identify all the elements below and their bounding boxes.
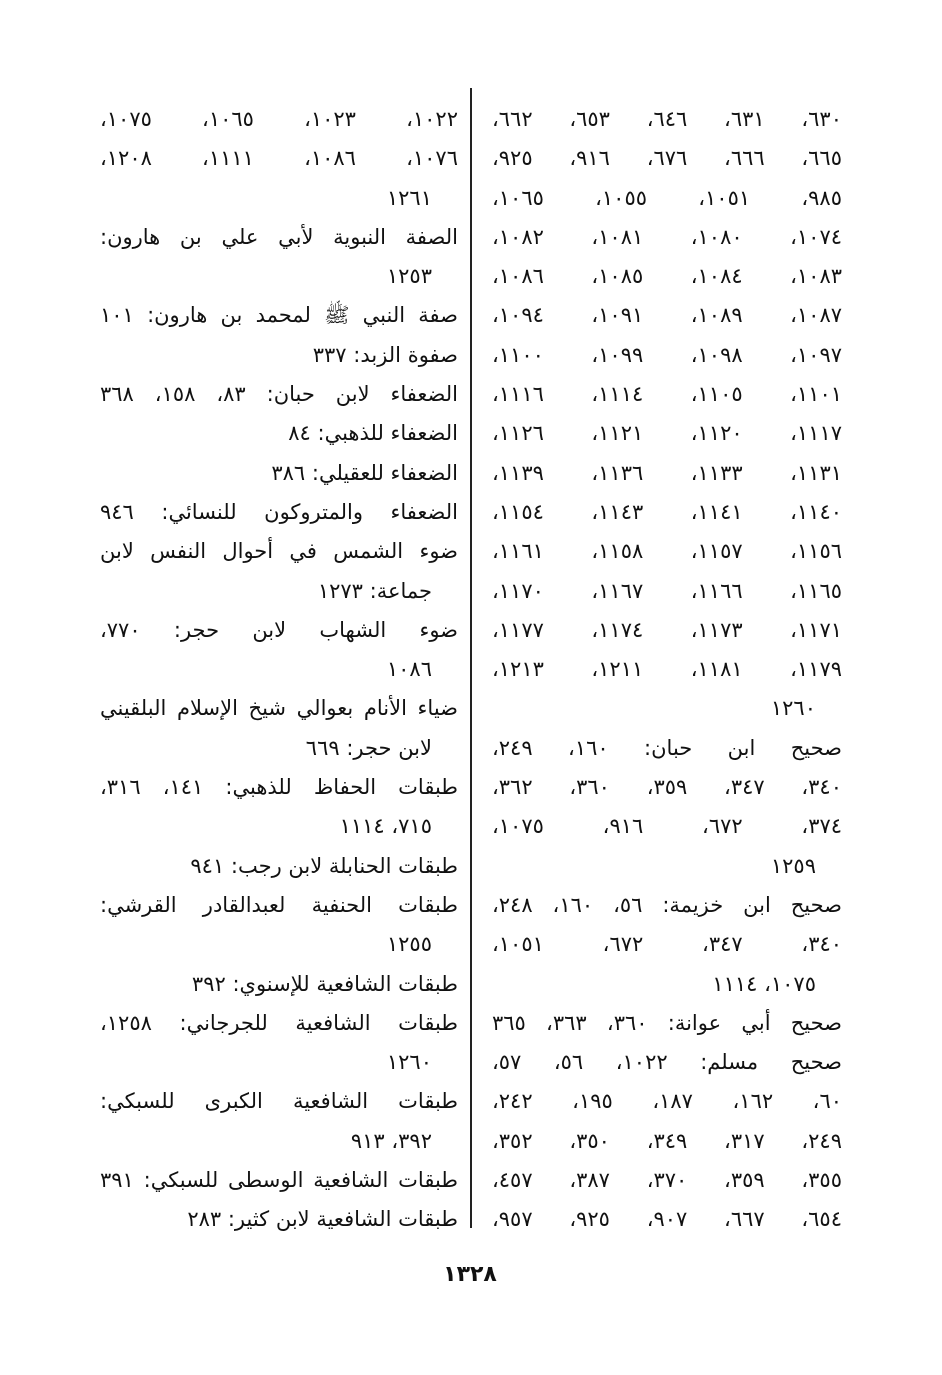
index-line: ١٠٨٧، ١٠٨٩، ١٠٩١، ١٠٩٤، <box>492 303 842 328</box>
index-line: الضعفاء للعقيلي: ٣٨٦ <box>271 460 458 485</box>
index-line: طبقات الحفاظ للذهبي: ١٤١، ٣١٦، <box>100 775 458 800</box>
index-line: ١٠٨٣، ١٠٨٤، ١٠٨٥، ١٠٨٦، <box>492 264 842 289</box>
left-column: ١٠٢٢، ١٠٢٣، ١٠٦٥، ١٠٧٥، ١٠٧٦، ١٠٨٦، ١١١١،… <box>100 100 458 1240</box>
index-line: ١١٠١، ١١٠٥، ١١١٤، ١١١٦، <box>492 382 842 407</box>
index-line: ٧١٥، ١١١٤ <box>339 814 432 839</box>
index-line: ١٢٦٠ <box>770 696 816 721</box>
index-line: ١١٦٥، ١١٦٦، ١١٦٧، ١١٧٠، <box>492 578 842 603</box>
index-line: ٣٧٤، ٦٧٢، ٩١٦، ١٠٧٥، <box>492 814 842 839</box>
index-line: ١٢٥٣ <box>386 264 432 289</box>
index-line: الصفة النبوية لأبي علي بن هارون: <box>100 224 458 249</box>
index-line: ٦٠، ١٦٢، ١٨٧، ١٩٥، ٢٤٢، <box>492 1089 842 1114</box>
index-line: ٢٤٩، ٣١٧، ٣٤٩، ٣٥٠، ٣٥٢، <box>492 1128 842 1153</box>
index-line: ١٠٧٦، ١٠٨٦، ١١١١، ١٢٠٨، <box>100 146 458 171</box>
index-line: ١٢٥٩ <box>770 853 816 878</box>
index-line: طبقات الشافعية الوسطى للسبكي: ٣٩١ <box>100 1168 458 1193</box>
index-line: ١٢٦١ <box>386 185 432 210</box>
index-line: صفوة الزبد: ٣٣٧ <box>312 342 458 367</box>
index-line: ضياء الأنام بعوالي شيخ الإسلام البلقيني <box>100 696 458 721</box>
index-line: طبقات الحنفية لعبدالقادر القرشي: <box>100 892 458 917</box>
index-line: الضعفاء للذهبي: ٨٤ <box>288 421 458 446</box>
index-line: ١١٧١، ١١٧٣، ١١٧٤، ١١٧٧، <box>492 617 842 642</box>
index-line: صحيح ابن حبان: ١٦٠، ٢٤٩، <box>492 735 842 760</box>
index-line: ١١٧٩، ١١٨١، ١٢١١، ١٢١٣، <box>492 657 842 682</box>
index-line: ضوء الشهاب لابن حجر: ٧٧٠، <box>100 617 458 642</box>
index-line: ١١٤٠، ١١٤١، ١١٤٣، ١١٥٤، <box>492 499 842 524</box>
index-line: ١٠٧٤، ١٠٨٠، ١٠٨١، ١٠٨٢، <box>492 224 842 249</box>
index-line: ٣٥٥، ٣٥٩، ٣٧٠، ٣٨٧، ٤٥٧، <box>492 1168 842 1193</box>
index-line: ١٢٥٥ <box>386 932 432 957</box>
index-line: الضعفاء لابن حبان: ٨٣، ١٥٨، ٣٦٨ <box>100 382 458 407</box>
index-line: صحيح أبي عوانة: ٣٦٠، ٣٦٣، ٣٦٥ <box>492 1010 842 1035</box>
index-line: ١٠٩٧، ١٠٩٨، ١٠٩٩، ١١٠٠، <box>492 342 842 367</box>
index-line: ٣٤٠، ٣٤٧، ٣٥٩، ٣٦٠، ٣٦٢، <box>492 775 842 800</box>
index-line: ٣٩٢، ٩١٣ <box>350 1128 432 1153</box>
index-line: طبقات الشافعية لابن كثير: ٢٨٣ <box>187 1207 458 1232</box>
index-line: ٣٤٠، ٣٤٧، ٦٧٢، ١٠٥١، <box>492 932 842 957</box>
index-line: ٦٥٤، ٦٦٧، ٩٠٧، ٩٢٥، ٩٥٧، <box>492 1207 842 1232</box>
index-line: لابن حجر: ٦٦٩ <box>305 735 432 760</box>
index-line: ١١٣١، ١١٣٣، ١١٣٦، ١١٣٩، <box>492 460 842 485</box>
index-line: طبقات الشافعية للجرجاني: ١٢٥٨، <box>100 1010 458 1035</box>
index-line: ٦٦٥، ٦٦٦، ٦٧٦، ٩١٦، ٩٢٥، <box>492 146 842 171</box>
index-line: ١١٥٦، ١١٥٧، ١١٥٨، ١١٦١، <box>492 539 842 564</box>
index-line: ٦٣٠، ٦٣١، ٦٤٦، ٦٥٣، ٦٦٢، <box>492 107 842 131</box>
right-column: ٦٣٠، ٦٣١، ٦٤٦، ٦٥٣، ٦٦٢، ٦٦٥، ٦٦٦، ٦٧٦، ٩… <box>492 100 842 1240</box>
index-line: صحيح مسلم: ١٠٢٢، ٥٦، ٥٧، <box>492 1050 842 1075</box>
index-line: صفة النبي ﷺ لمحمد بن هارون: ١٠١ <box>100 303 458 328</box>
index-line: طبقات الحنابلة لابن رجب: ٩٤١ <box>190 853 458 878</box>
page-number: ١٣٢٨ <box>443 1262 497 1287</box>
index-line: طبقات الشافعية للإسنوي: ٣٩٢ <box>191 971 458 996</box>
index-line: ١٢٦٠ <box>386 1050 432 1075</box>
index-line: طبقات الشافعية الكبرى للسبكي: <box>100 1089 458 1114</box>
index-line: صحيح ابن خزيمة: ٥٦، ١٦٠، ٢٤٨، <box>492 892 842 917</box>
index-line: ١١١٧، ١١٢٠، ١١٢١، ١١٢٦، <box>492 421 842 446</box>
index-line: ضوء الشمس في أحوال النفس لابن <box>100 539 458 564</box>
index-line: الضعفاء والمتروكون للنسائي: ٩٤٦ <box>100 499 458 524</box>
column-divider <box>470 88 472 1228</box>
index-line: ١٠٧٥، ١١١٤ <box>712 971 816 996</box>
index-line: جماعة: ١٢٧٣ <box>317 578 432 603</box>
index-line: ٩٨٥، ١٠٥١، ١٠٥٥، ١٠٦٥، <box>492 185 842 210</box>
index-line: ١٠٨٦ <box>386 657 432 682</box>
index-line: ١٠٢٢، ١٠٢٣، ١٠٦٥، ١٠٧٥، <box>100 107 458 131</box>
